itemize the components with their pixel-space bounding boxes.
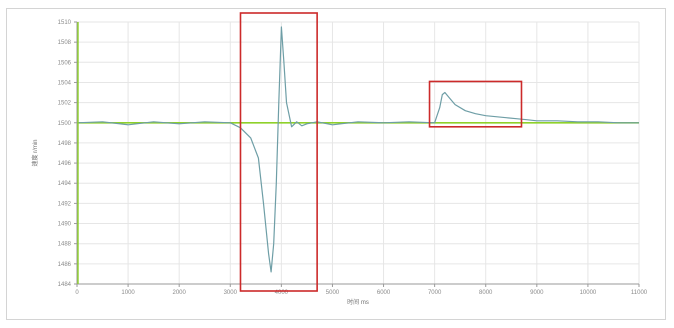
y-tick-label: 1504 — [58, 80, 72, 86]
y-tick-label: 1506 — [58, 60, 72, 66]
grid — [76, 21, 640, 285]
y-tick-label: 1490 — [58, 222, 72, 228]
annotations-layer — [239, 12, 523, 292]
x-tick-label: 5000 — [326, 290, 340, 296]
y-tick-label: 1498 — [58, 141, 72, 147]
y-axis-label: 速度 r/min — [31, 139, 39, 166]
series-layer — [76, 22, 639, 284]
speed-curve — [76, 26, 639, 273]
highlight-box — [428, 80, 523, 128]
x-tick-label: 3000 — [224, 290, 238, 296]
axes — [74, 21, 640, 287]
y-tick-label: 1488 — [58, 242, 72, 248]
x-tick-label: 11000 — [631, 290, 648, 296]
x-tick-label: 7000 — [428, 290, 442, 296]
x-tick-label: 0 — [75, 290, 79, 296]
x-tick-label: 4000 — [275, 290, 289, 296]
y-tick-label: 1494 — [58, 181, 72, 187]
x-tick-label: 8000 — [479, 290, 493, 296]
speed-time-chart: 0 1000 2000 3000 4000 5000 6000 7000 8000 9000 100… — [31, 12, 648, 306]
x-tick-label: 6000 — [377, 290, 391, 296]
y-tick-label: 1484 — [58, 282, 72, 288]
y-tick-label: 1508 — [58, 40, 72, 46]
y-tick-label: 1500 — [58, 121, 72, 127]
highlight-box — [239, 12, 318, 292]
x-tick-label: 9000 — [530, 290, 544, 296]
x-axis-label: 时间 ms — [347, 298, 369, 306]
y-tick-label: 1492 — [58, 201, 72, 207]
y-tick-label: 1486 — [58, 262, 72, 268]
x-tick-label: 2000 — [173, 290, 187, 296]
y-tick-label: 1502 — [58, 101, 72, 107]
x-tick-labels: 0 1000 2000 3000 4000 5000 6000 7000 8000 9000 100… — [75, 290, 647, 296]
y-tick-label: 1510 — [58, 20, 72, 26]
x-tick-label: 10000 — [580, 290, 597, 296]
chart-frame: 0 1000 2000 3000 4000 5000 6000 7000 8000 9000 100… — [6, 8, 666, 320]
x-tick-label: 1000 — [121, 290, 135, 296]
y-tick-label: 1496 — [58, 161, 72, 167]
y-tick-labels: 1484 1486 1488 1490 1492 1494 1496 1498 1500 1502… — [58, 20, 72, 288]
